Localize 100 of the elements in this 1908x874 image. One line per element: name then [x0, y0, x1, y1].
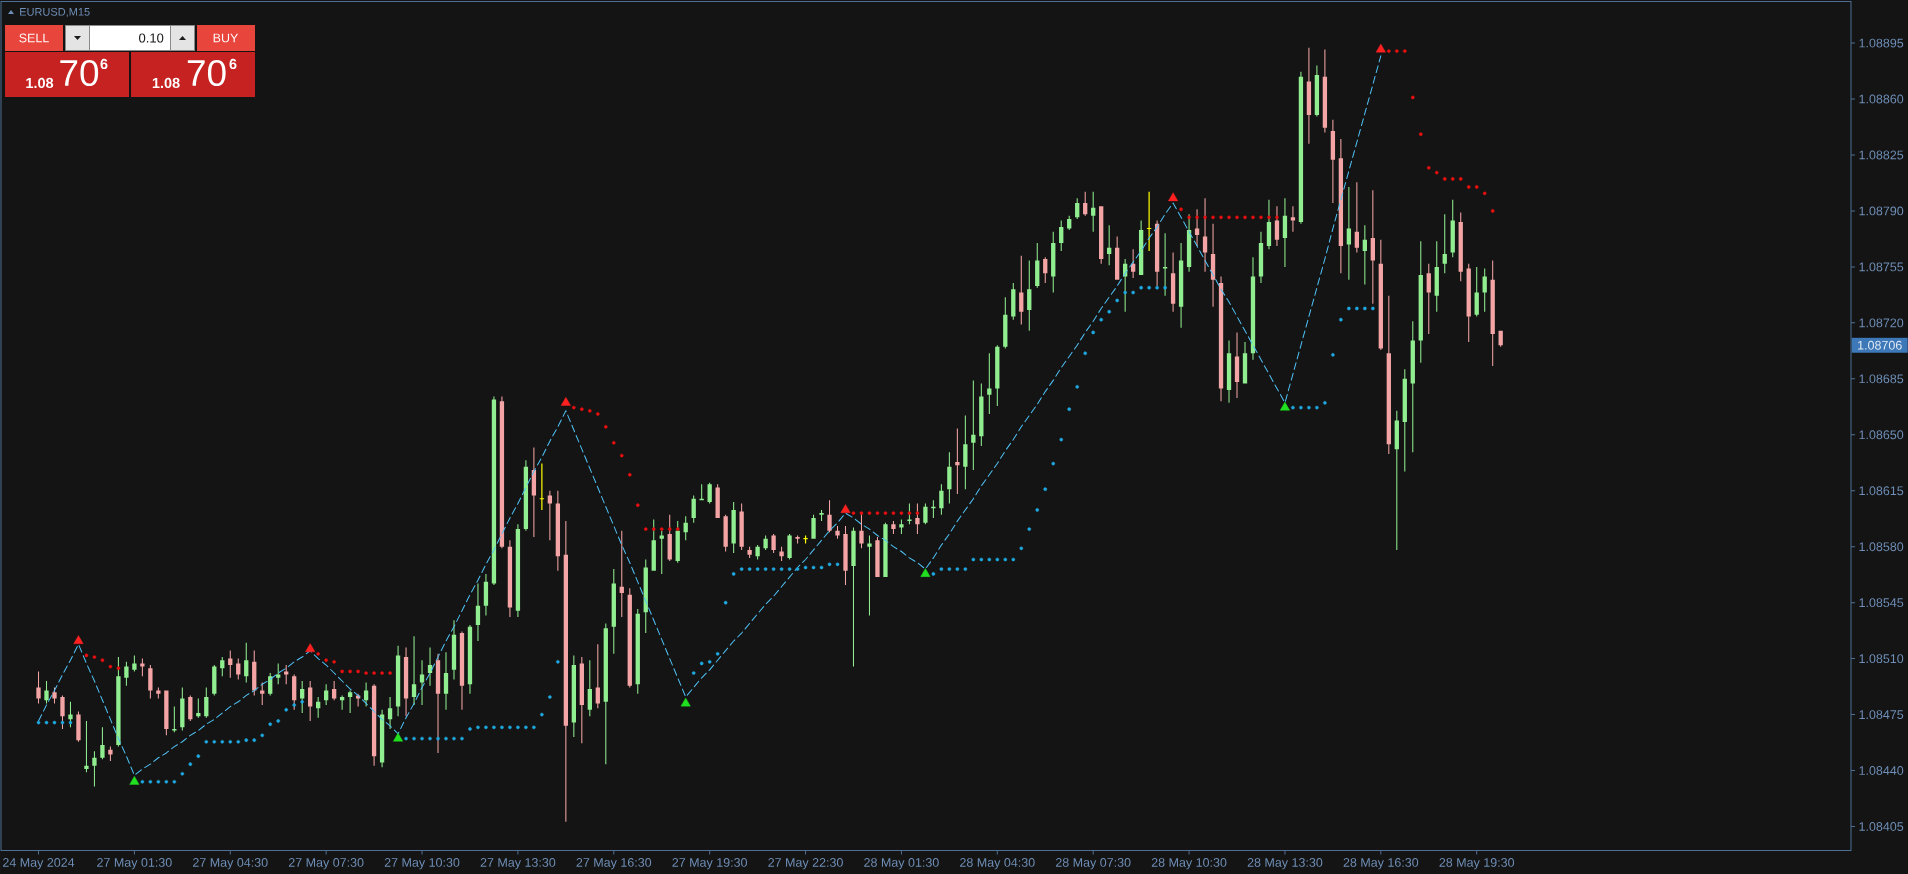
candlestick: [875, 537, 880, 578]
candlestick: [739, 503, 744, 550]
candlestick: [675, 521, 680, 563]
candlestick: [148, 665, 153, 699]
x-tick-label: 27 May 07:30: [288, 858, 364, 870]
candlestick: [140, 658, 145, 677]
x-tick-label: 28 May 19:30: [1439, 858, 1515, 870]
candlestick: [731, 501, 736, 554]
candlestick: [667, 514, 672, 562]
y-tick-label: 1.08860: [1859, 94, 1904, 104]
point: [840, 504, 851, 513]
candlestick: [92, 751, 97, 787]
annotation: 1.08: [152, 77, 180, 89]
candlestick: [1122, 258, 1128, 312]
point: [1168, 192, 1179, 202]
candlestick: [1146, 191, 1152, 252]
candlestick: [771, 533, 776, 554]
candlestick: [779, 546, 784, 562]
candlestick: [36, 671, 41, 704]
y-tick-label: 1.08510: [1859, 654, 1904, 664]
candlestick: [443, 652, 449, 710]
candlestick: [899, 519, 904, 534]
candlestick: [883, 522, 888, 578]
candlestick: [947, 452, 952, 504]
point: [305, 643, 316, 652]
x-tick-label: 27 May 22:30: [768, 858, 843, 870]
candlestick: [172, 706, 177, 733]
annotation: 70: [187, 59, 226, 87]
candlestick: [923, 503, 928, 525]
point: [920, 568, 931, 577]
text: EURUSD,M15: [20, 7, 90, 18]
candlestick: [939, 484, 944, 515]
annotation: 70: [60, 59, 99, 87]
candlestick: [843, 525, 848, 586]
text: 1.08706: [1858, 340, 1902, 350]
annotation: 6: [100, 58, 108, 70]
x-tick-label: 27 May 10:30: [384, 858, 460, 870]
x-tick-label: 27 May 16:30: [576, 858, 652, 870]
candlestick: [835, 525, 840, 539]
y-tick-label: 1.08440: [1859, 766, 1904, 775]
candlestick: [1290, 206, 1296, 232]
candlestick: [1202, 198, 1208, 272]
annotation: SELL: [19, 33, 49, 43]
candlestick: [108, 746, 113, 761]
candlestick: [787, 533, 792, 560]
x-tick-label: 27 May 01:30: [97, 858, 172, 870]
y-tick-label: 1.08475: [1859, 710, 1904, 720]
candlestick: [132, 655, 137, 672]
y-tick-label: 1.08790: [1859, 206, 1904, 216]
y-tick-label: 1.08720: [1859, 318, 1904, 328]
candlestick: [1186, 214, 1192, 272]
candlestick: [851, 527, 856, 667]
candlestick: [795, 535, 800, 544]
candlestick: [955, 428, 960, 494]
candlestick: [124, 661, 129, 686]
x-tick-label: 28 May 01:30: [864, 858, 939, 870]
annotation: 0.10: [139, 33, 164, 43]
point: [1279, 401, 1290, 411]
candlestick: [156, 687, 161, 699]
x-tick-label: 27 May 13:30: [480, 858, 556, 870]
point: [560, 397, 571, 406]
candlestick: [723, 514, 728, 552]
candlestick: [891, 521, 896, 534]
candlestick: [1194, 209, 1200, 247]
point: [393, 732, 404, 742]
x-tick-label: 28 May 07:30: [1055, 858, 1131, 870]
candlestick: [987, 353, 992, 414]
y-tick-label: 1.08825: [1859, 150, 1904, 160]
y-tick-label: 1.08650: [1859, 430, 1904, 440]
candlestick: [1234, 332, 1240, 398]
candlestick: [52, 687, 57, 704]
candlestick: [435, 653, 441, 753]
candlestick: [867, 535, 872, 616]
candlestick: [747, 546, 752, 558]
candlestick: [811, 514, 816, 539]
candlestick: [539, 462, 545, 511]
candlestick: [292, 674, 297, 710]
x-tick-label: 28 May 16:30: [1343, 858, 1419, 870]
point: [73, 635, 84, 644]
candlestick: [819, 509, 824, 522]
y-tick-label: 1.08545: [1859, 598, 1904, 608]
x-tick-label: 27 May 19:30: [672, 858, 748, 870]
candlestick: [963, 415, 968, 490]
y-tick-label: 1.08895: [1859, 38, 1904, 48]
annotation: 6: [229, 58, 237, 70]
candlestick: [84, 720, 89, 773]
candlestick: [116, 657, 121, 747]
candlestick: [76, 711, 81, 742]
y-tick-label: 1.08580: [1859, 542, 1904, 552]
candlestick: [60, 695, 65, 729]
candlestick: [1162, 233, 1168, 296]
point: [680, 697, 691, 707]
candlestick: [100, 727, 105, 760]
candlestick: [300, 681, 305, 713]
candlestick: [1274, 206, 1280, 247]
annotation: BUY: [213, 33, 239, 43]
point: [129, 776, 140, 785]
x-tick-label: 28 May 13:30: [1247, 858, 1323, 870]
x-tick-label: 27 May 04:30: [193, 858, 268, 870]
x-tick-label: 28 May 10:30: [1151, 858, 1227, 870]
